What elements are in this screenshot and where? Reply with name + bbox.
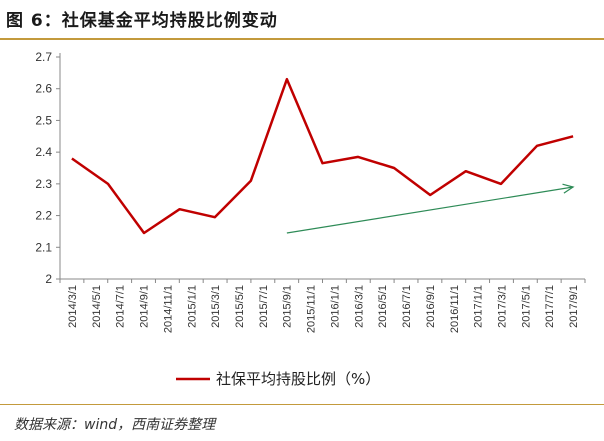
- x-axis-ticks: 2014/3/1 2014/5/1 2014/7/1 2014/9/1 2014/11/…: [59, 279, 586, 333]
- footer-divider: [0, 404, 604, 405]
- x-tick-label: 2017/7/1: [544, 285, 556, 328]
- figure-header: 图 6：社保基金平均持股比例变动: [0, 0, 604, 44]
- x-tick-label: 2015/3/1: [210, 285, 222, 328]
- x-tick-label: 2014/7/1: [115, 285, 127, 328]
- y-tick-label: 2.5: [35, 113, 52, 127]
- trend-arrow-head: [562, 183, 575, 194]
- x-tick-label: 2016/9/1: [425, 285, 437, 328]
- x-tick-label: 2016/3/1: [353, 285, 365, 328]
- y-tick-label: 2.7: [35, 50, 52, 64]
- y-tick-label: 2.6: [35, 82, 52, 96]
- x-tick-label: 2017/5/1: [520, 285, 532, 328]
- x-tick-label: 2016/1/1: [329, 285, 341, 328]
- y-tick-label: 2.4: [35, 145, 52, 159]
- header-divider: [0, 38, 604, 40]
- chart-canvas: 2.72.62.52.42.32.22.12 2014/3/1 2014/5/1 2…: [35, 50, 586, 388]
- x-tick-label: 2016/5/1: [377, 285, 389, 328]
- x-tick-label: 2015/5/1: [234, 285, 246, 328]
- x-tick-label: 2017/3/1: [496, 285, 508, 328]
- figure-title: 图 6：社保基金平均持股比例变动: [6, 11, 278, 31]
- y-tick-label: 2.1: [35, 240, 52, 254]
- trend-arrow-line: [286, 186, 574, 234]
- x-tick-label: 2015/1/1: [186, 285, 198, 328]
- source-note: 数据来源：wind，西南证券整理: [14, 417, 216, 433]
- chart-axes: [59, 53, 585, 280]
- x-tick-label: 2014/3/1: [67, 285, 79, 328]
- x-tick-label: 2014/5/1: [91, 285, 103, 328]
- x-tick-label: 2014/9/1: [139, 285, 151, 328]
- y-tick-label: 2.2: [35, 209, 52, 223]
- y-axis-ticks: 2.7 2.6 2.5 2.4 2.3 2.2 2.1 2: [35, 50, 60, 286]
- x-tick-label: 2015/7/1: [258, 285, 270, 328]
- x-tick-label: 2017/9/1: [568, 285, 580, 328]
- series-layer: [71, 77, 574, 235]
- x-tick-label: 2014/11/1: [162, 285, 174, 333]
- x-tick-label: 2015/9/1: [282, 285, 294, 328]
- legend-label: 社保平均持股比例（%）: [216, 370, 380, 388]
- y-tick-label: 2: [45, 272, 52, 286]
- x-tick-label: 2017/1/1: [473, 285, 485, 328]
- line-chart: 2.7 2.6 2.5 2.4 2.3 2.2 2.1 2 2014/3/1 2014/5/1 2…: [0, 40, 604, 400]
- x-tick-label: 2016/11/1: [449, 285, 461, 333]
- x-tick-label: 2015/11/1: [306, 285, 318, 333]
- annotation-layer: [286, 183, 575, 234]
- y-tick-label: 2.3: [35, 177, 52, 191]
- chart-legend: 社保平均持股比例（%）: [176, 370, 380, 388]
- x-tick-label: 2016/7/1: [401, 285, 413, 328]
- series-line: [71, 77, 574, 235]
